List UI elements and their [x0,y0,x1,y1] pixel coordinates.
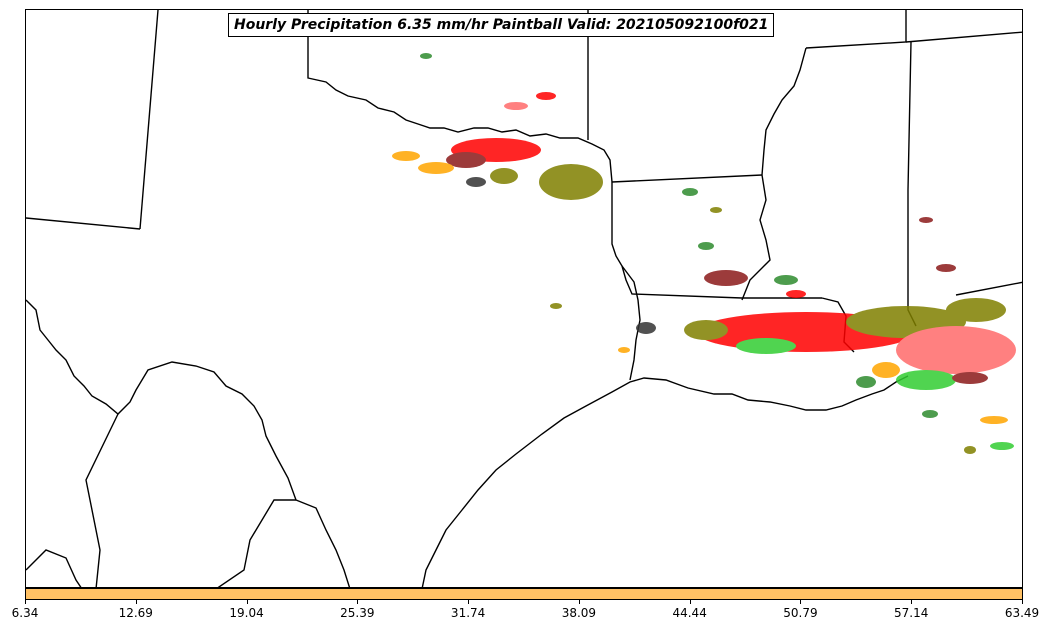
precip-blob [964,446,976,454]
precip-blob [922,410,938,418]
border-mexico-inner-2 [217,499,296,587]
border-coast-mx [26,549,82,587]
precip-blob [539,164,603,200]
precip-blob [774,275,798,285]
colorbar-tick [468,600,470,604]
precip-blob [420,53,432,59]
colorbar [25,588,1023,600]
precip-blob [698,242,714,250]
precip-blob [536,92,556,100]
precip-blob [990,442,1014,450]
precip-blob [618,347,630,353]
precip-blob [936,264,956,272]
border-tx-la [621,265,641,381]
colorbar-tick [25,600,26,604]
precip-blob [684,320,728,340]
precip-blob [682,188,698,196]
colorbar-tick-label: 44.44 [672,606,707,620]
precip-blob [504,102,528,110]
border-ga-fl [955,281,1022,296]
border-ms-river-north [761,47,807,176]
precip-blob [856,376,876,388]
colorbar-tick [246,600,248,604]
border-la-ar [611,182,822,299]
border-ar-ms-river [741,174,771,301]
precip-blob [952,372,988,384]
colorbar-tick [689,600,691,604]
border-red-river [307,10,613,183]
border-mexico [26,299,351,587]
border-tn-north [805,10,907,49]
map-title: Hourly Precipitation 6.35 mm/hr Paintbal… [228,13,775,37]
state-borders [26,10,1022,587]
border-west-horizontal [26,217,141,230]
colorbar-tick-label: 31.74 [450,606,486,620]
border-mexico-inner [85,413,119,587]
paintball-precip [392,53,1016,454]
colorbar-tick-label: 6.34 [11,606,39,620]
precip-blob [872,362,900,378]
colorbar-tick-label: 19.04 [229,606,264,620]
precip-blob [946,298,1006,322]
precip-blob [710,207,722,213]
colorbar-tick [357,600,359,604]
precip-blob [896,370,956,390]
border-west-vertical [139,10,159,230]
precip-blob [736,338,796,354]
precip-blob [786,290,806,298]
colorbar-tick [911,600,913,604]
precip-blob [980,416,1008,424]
colorbar-tick-label: 57.14 [894,606,929,620]
border-ms-al [907,41,917,327]
precip-blob [550,303,562,309]
border-ar-north [611,174,763,183]
colorbar-tick-label: 50.79 [783,606,818,620]
colorbar-tick [1022,600,1023,604]
map-canvas [26,10,1022,587]
map-panel [25,9,1023,588]
colorbar-tick-label: 63.49 [1004,606,1040,620]
border-al-ga [905,31,1022,43]
colorbar-tick-label: 38.09 [561,606,597,620]
colorbar-tick-label: 25.39 [340,606,375,620]
precip-blob [704,270,748,286]
precip-blob [418,162,454,174]
colorbar-tick [578,600,580,604]
precip-blob [490,168,518,184]
precip-blob [392,151,420,161]
colorbar-tick-label: 12.69 [118,606,153,620]
precip-blob [466,177,486,187]
precip-blob [896,326,1016,374]
border-gulf-coast [421,375,909,587]
precip-blob [446,152,486,168]
colorbar-tick [135,600,137,604]
colorbar-tick [800,600,802,604]
precip-blob [919,217,933,223]
precip-blob [636,322,656,334]
